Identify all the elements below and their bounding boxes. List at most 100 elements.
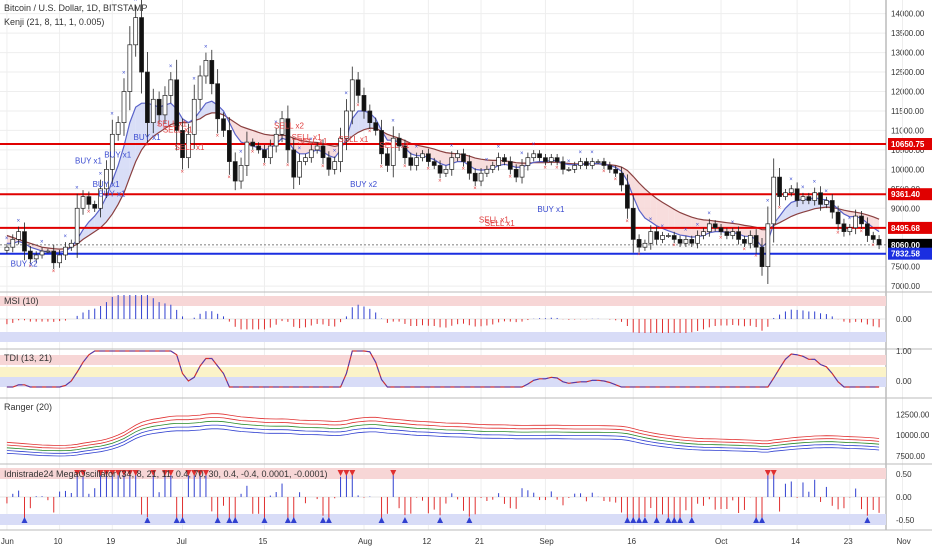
- osc-buy-arrow: [144, 517, 151, 523]
- price-tag-label: 8060.00: [891, 241, 920, 250]
- candle-body: [367, 110, 373, 123]
- candle-body: [267, 145, 273, 159]
- buy-marker: ×: [824, 189, 828, 195]
- sell-marker: ×: [286, 163, 290, 169]
- osc-sell-arrow: [132, 470, 139, 476]
- osc-buy-arrow: [21, 517, 28, 523]
- candle-body: [818, 192, 823, 205]
- candle-body: [455, 153, 460, 159]
- candle-body: [133, 17, 139, 46]
- ma-cloud-segment: [358, 110, 364, 133]
- ma-cloud-segment: [235, 122, 242, 143]
- buy-marker: ×: [590, 150, 594, 156]
- tdi-mid-zone: [0, 367, 886, 377]
- tdi-title: TDI (13, 21): [4, 353, 53, 363]
- osc-sell-arrow: [74, 470, 81, 476]
- candle-body: [701, 231, 706, 236]
- candle-body: [63, 246, 68, 256]
- osc-sell-arrow: [150, 470, 157, 476]
- ma-cloud-segment: [849, 211, 856, 217]
- ranger-band: [6, 413, 880, 446]
- ranger-band: [6, 420, 880, 452]
- price-tick-label: 13500.00: [891, 29, 925, 38]
- oscillator-title: Idnistrade24 MegaOscillator (34, 8, 21, …: [4, 469, 328, 479]
- buy-marker: ×: [333, 149, 337, 155]
- buy-marker: ×: [661, 224, 665, 230]
- ranger-band: [6, 424, 880, 454]
- candle-body: [297, 161, 302, 178]
- candle-body: [589, 161, 595, 166]
- osc-buy-arrow: [437, 517, 444, 523]
- ma-cloud-segment: [118, 146, 124, 205]
- candle-body: [829, 200, 835, 213]
- osc-sell-arrow: [191, 470, 198, 476]
- ma-cloud-segment: [756, 227, 763, 248]
- osc-sell-arrow: [197, 470, 204, 476]
- time-tick-label: 16: [627, 537, 636, 546]
- candle-body: [33, 254, 39, 260]
- candle-body: [16, 231, 21, 240]
- ma-cloud-segment: [791, 200, 798, 217]
- buy-marker: ×: [415, 145, 419, 151]
- buy-marker: ×: [813, 180, 817, 186]
- sell-marker: ×: [625, 219, 629, 225]
- ma-cloud-segment: [685, 214, 692, 238]
- sell-marker: ×: [754, 254, 758, 260]
- signal-label: BUY x1: [134, 133, 162, 142]
- time-tick-label: 23: [844, 537, 853, 546]
- osc-buy-arrow: [179, 517, 186, 523]
- candle-body: [484, 169, 490, 174]
- osc-buy-arrow: [261, 517, 268, 523]
- candle-body: [39, 250, 45, 256]
- tdi-lower-zone: [0, 377, 886, 387]
- ma-slow-line: [6, 112, 880, 250]
- osc-sell-arrow: [115, 470, 122, 476]
- price-tag: [888, 247, 932, 260]
- candle-body: [625, 184, 630, 209]
- candle-body: [800, 196, 806, 201]
- osc-buy-arrow: [677, 517, 684, 523]
- time-tick-label: 12: [422, 537, 431, 546]
- signal-label: BUY x2: [350, 180, 378, 189]
- osc-buy-arrow: [636, 517, 643, 523]
- ma-cloud-segment: [680, 212, 686, 236]
- ma-cloud-segment: [106, 181, 113, 222]
- candle-body: [613, 169, 619, 174]
- osc-buy-arrow: [320, 517, 327, 523]
- buy-marker: ×: [450, 143, 454, 149]
- ma-cloud-segment: [135, 103, 142, 162]
- osc-tick: 0.00: [896, 493, 912, 502]
- ma-cloud-segment: [83, 221, 89, 240]
- sell-marker: ×: [473, 186, 477, 192]
- time-tick-label: 10: [54, 537, 63, 546]
- ma-cloud-segment: [241, 126, 247, 145]
- msi-upper-zone: [0, 296, 886, 306]
- time-tick-label: Sep: [539, 537, 554, 546]
- msi-lower-zone: [0, 332, 886, 342]
- candle-body: [191, 98, 197, 135]
- signal-label: BUY x1: [104, 151, 132, 160]
- candle-body: [344, 110, 349, 139]
- candle-body: [127, 44, 133, 92]
- osc-buy-arrow: [214, 517, 221, 523]
- candle-body: [121, 91, 127, 123]
- buy-marker: ×: [274, 120, 278, 126]
- buy-marker: ×: [110, 112, 114, 118]
- candle-body: [232, 161, 238, 182]
- osc-sell-arrow: [80, 470, 87, 476]
- candle-body: [426, 153, 431, 162]
- buy-marker: ×: [579, 150, 583, 156]
- osc-upper-zone: [0, 468, 886, 479]
- candle-body: [695, 235, 700, 244]
- signal-label: SELL x1: [292, 133, 322, 142]
- osc-sell-arrow: [185, 470, 192, 476]
- candle-body: [244, 141, 250, 166]
- candle-body: [349, 79, 355, 112]
- sell-marker: ×: [380, 164, 384, 170]
- candle-body: [876, 239, 882, 246]
- candle-body: [250, 141, 256, 147]
- sell-marker: ×: [28, 264, 32, 270]
- candle-body: [572, 165, 578, 170]
- sell-marker: ×: [438, 178, 442, 184]
